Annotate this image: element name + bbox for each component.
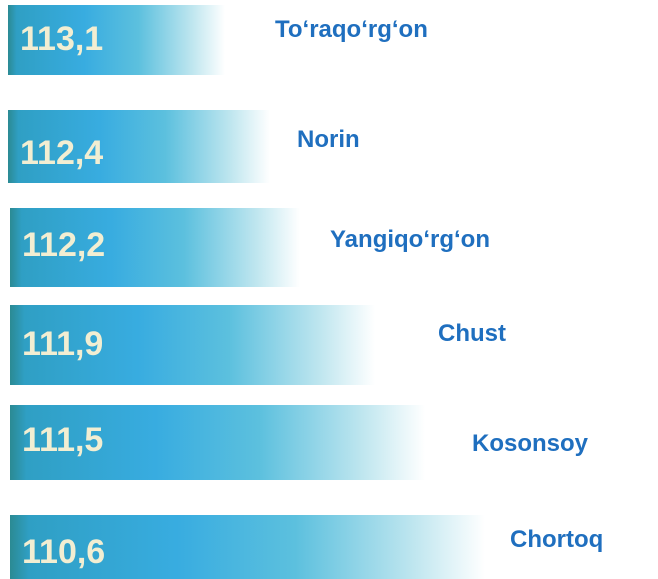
district-name: To‘raqo‘rg‘on — [275, 16, 428, 43]
value-label: 113,1 — [20, 20, 104, 58]
bar — [8, 110, 270, 183]
bar — [10, 515, 485, 579]
bar — [10, 405, 425, 480]
value-label: 112,2 — [22, 226, 106, 264]
district-name: Norin — [297, 126, 360, 153]
bar — [10, 208, 300, 287]
value-label: 112,4 — [20, 134, 104, 172]
district-name: Kosonsoy — [472, 430, 589, 457]
bar — [8, 5, 225, 75]
value-label: 110,6 — [22, 533, 106, 571]
bar — [10, 305, 375, 385]
value-label: 111,9 — [22, 325, 104, 363]
value-label: 111,5 — [22, 421, 104, 459]
district-name: Chortoq — [510, 526, 604, 553]
district-name: Yangiqo‘rg‘on — [330, 226, 490, 253]
district-name: Chust — [438, 320, 506, 347]
